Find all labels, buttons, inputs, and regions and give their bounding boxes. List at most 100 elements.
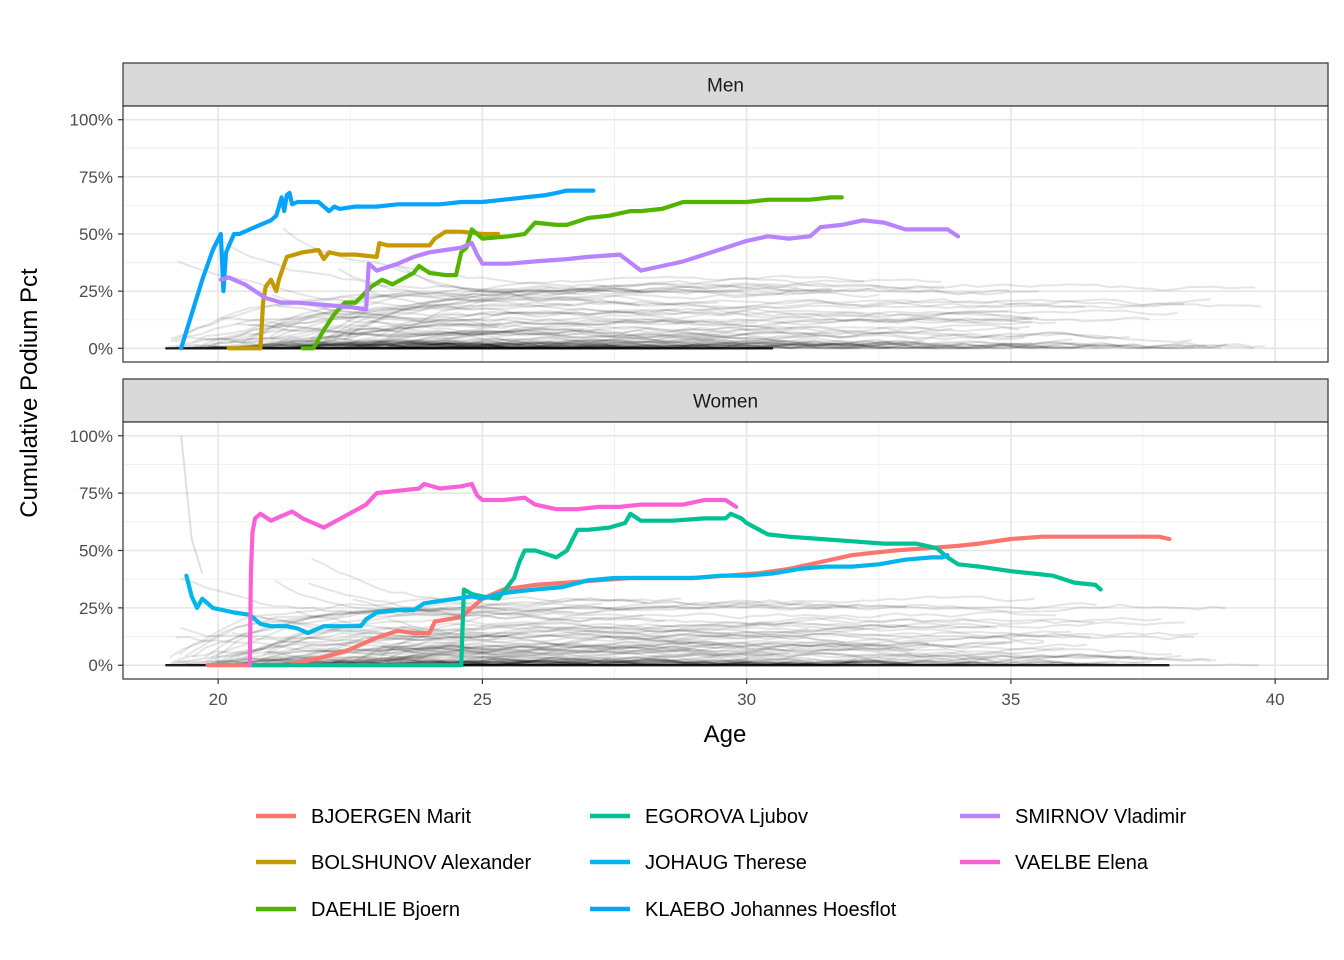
background-series-line [169,286,831,341]
background-series-line [345,319,584,336]
legend-item: BOLSHUNOV Alexander [256,852,531,874]
background-series-line [402,657,971,667]
legend-label: DAEHLIE Bjoern [311,899,460,921]
background-series-line [307,582,665,623]
background-series-line [242,609,574,660]
background-series-line [377,650,1211,662]
background-series-line [346,633,730,664]
legend-label: KLAEBO Johannes Hoesflot [645,899,897,921]
background-series-line [174,304,572,343]
x-axis-title: Age [704,721,747,748]
background-series-line [348,657,1155,667]
background-series-line [383,629,1072,662]
background-series-line [260,643,790,666]
background-series-line [401,647,1182,662]
facet-strip-label: Women [693,392,758,413]
legend-label: BJOERGEN Marit [311,806,471,828]
background-series-line [170,292,594,343]
background-series-line [388,656,1116,667]
background-series-line [332,287,744,342]
background-series-line [270,291,879,341]
background-series-line [389,642,892,665]
background-series-line [271,294,695,324]
background-series-line [344,336,715,347]
background-series-line [311,557,603,612]
series-line [300,195,844,351]
facet-strip [122,378,1329,423]
background-series-line [388,265,1261,308]
background-series-line [220,317,485,338]
background-series-line [368,316,1056,347]
background-series-line [279,330,1192,347]
background-series-line [259,640,1013,665]
background-series-line [239,338,1073,350]
background-series-line [180,435,204,574]
background-series-line [206,337,920,350]
legend-label: BOLSHUNOV Alexander [311,852,531,874]
facet-strip-label: Men [707,76,744,97]
background-series-line [176,340,1049,350]
background-series-line [347,309,1009,345]
background-series-line [175,635,692,655]
background-series-line [259,627,1199,661]
facet-strip [122,62,1329,107]
background-series-line [352,650,1133,663]
background-series-line [173,643,715,663]
x-tick-label: 30 [737,690,756,709]
background-series-line [192,601,907,658]
background-series-line [167,340,1080,350]
background-series-line [210,646,912,664]
background-series-line [212,301,1085,346]
x-tick-label: 40 [1266,690,1285,709]
background-series-line [229,301,719,343]
background-series-line [223,623,990,660]
background-series-line [316,303,793,332]
background-series-line [312,650,565,666]
y-tick-label: 0% [88,656,113,675]
legend-item: BJOERGEN Marit [256,806,471,828]
background-series-line [385,639,1007,663]
background-series-line [324,287,1039,341]
highlighted-series [179,188,961,351]
y-tick-label: 75% [79,484,113,503]
series-line [179,188,596,351]
background-series [165,435,1260,667]
legend-label: EGOROVA Ljubov [645,806,808,828]
legend-label: VAELBE Elena [1015,852,1149,874]
legend-item: DAEHLIE Bjoern [256,899,460,921]
background-series-line [387,279,798,339]
background-series-line [320,319,758,345]
background-series-line [205,628,1091,663]
y-tick-label: 25% [79,282,113,301]
background-series-line [295,341,1207,350]
background-series-line [282,227,865,285]
legend-item: SMIRNOV Vladimir [960,806,1186,828]
background-series-line [180,626,472,649]
background-series-line [387,338,1195,350]
legend-label: JOHAUG Therese [645,852,807,874]
background-series-line [181,321,486,345]
x-tick-label: 35 [1001,690,1020,709]
series-line [218,218,961,312]
background-series-line [267,595,1035,655]
background-series-line [269,282,944,338]
highlighted-series [184,481,1172,668]
background-series-line [167,655,446,667]
background-series-line [248,284,606,342]
background-series-line [169,601,858,659]
background-series-line [271,657,668,667]
background-series [165,227,1265,350]
background-series-line [236,616,1162,658]
background-series-line [317,652,1217,665]
background-series-line [210,597,648,659]
y-tick-label: 0% [88,339,113,358]
background-series-line [289,325,1030,346]
series-line [247,481,739,668]
y-tick-label: 100% [70,427,113,446]
background-series-line [366,289,1028,321]
background-series-line [346,274,942,337]
background-series-line [342,640,1044,665]
series-line [226,229,501,351]
background-series-line [211,657,966,667]
background-series-line [264,635,1045,665]
